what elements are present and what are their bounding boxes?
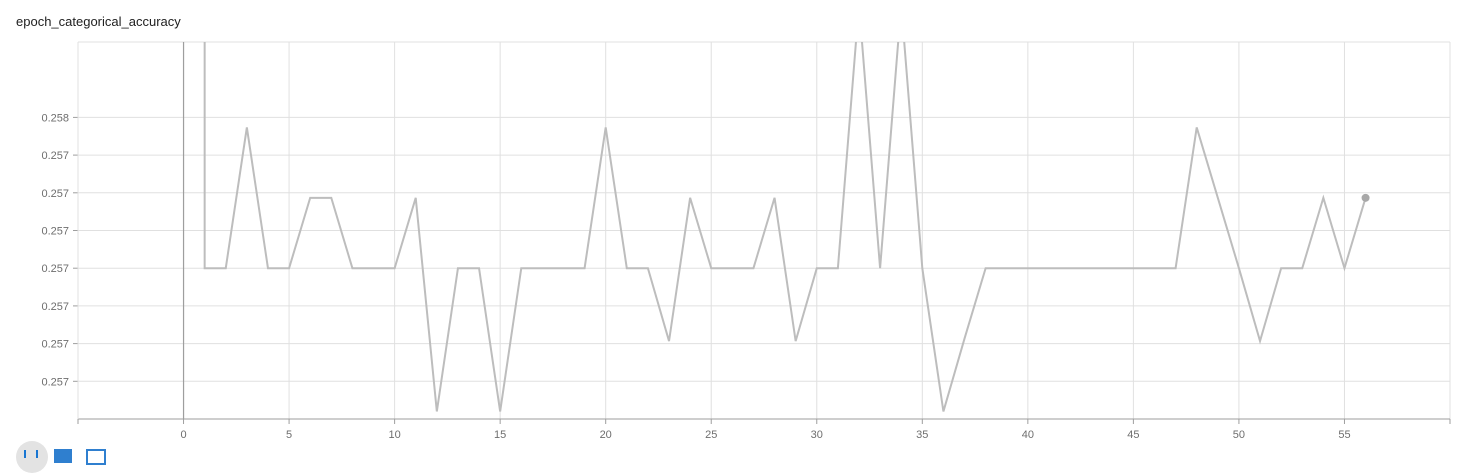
x-tick-label: 5 [286, 429, 292, 441]
x-tick-label: 40 [1022, 429, 1034, 441]
x-tick-label: 10 [388, 429, 400, 441]
x-tick-label: 25 [705, 429, 717, 441]
x-tick-label: 15 [494, 429, 506, 441]
x-tick-label: 20 [600, 429, 612, 441]
chart-title: epoch_categorical_accuracy [16, 14, 181, 29]
line-chart: 0 5 10 15 20 25 30 35 40 45 50 55 0.257 0.257 0.257 0.2… [41, 41, 1451, 441]
series-layer [203, 42, 1370, 412]
y-tick-label: 0.258 [41, 112, 69, 124]
download-button[interactable] [54, 449, 72, 463]
fit-domain-icon [24, 450, 38, 458]
x-tick-label: 0 [180, 429, 186, 441]
y-tick-label: 0.257 [41, 150, 69, 162]
y-tick-label: 0.257 [41, 226, 69, 238]
grid [78, 41, 1451, 419]
x-tick-label: 35 [916, 429, 928, 441]
x-tick-label: 45 [1127, 429, 1139, 441]
expand-button[interactable] [86, 449, 106, 465]
x-tick-label: 55 [1338, 429, 1350, 441]
tick-labels: 0 5 10 15 20 25 30 35 40 45 50 55 0.257 0.257 0.257 0.2… [41, 112, 1350, 441]
y-tick-label: 0.257 [41, 376, 69, 388]
fit-domain-button[interactable] [16, 441, 48, 473]
y-tick-label: 0.257 [41, 301, 69, 313]
series-line [203, 42, 1367, 412]
y-tick-label: 0.257 [41, 339, 69, 351]
y-tick-label: 0.257 [41, 263, 69, 275]
axes [73, 42, 1451, 424]
last-point-marker [1361, 193, 1370, 202]
x-tick-label: 50 [1233, 429, 1245, 441]
x-tick-label: 30 [811, 429, 823, 441]
y-tick-label: 0.257 [41, 188, 69, 200]
